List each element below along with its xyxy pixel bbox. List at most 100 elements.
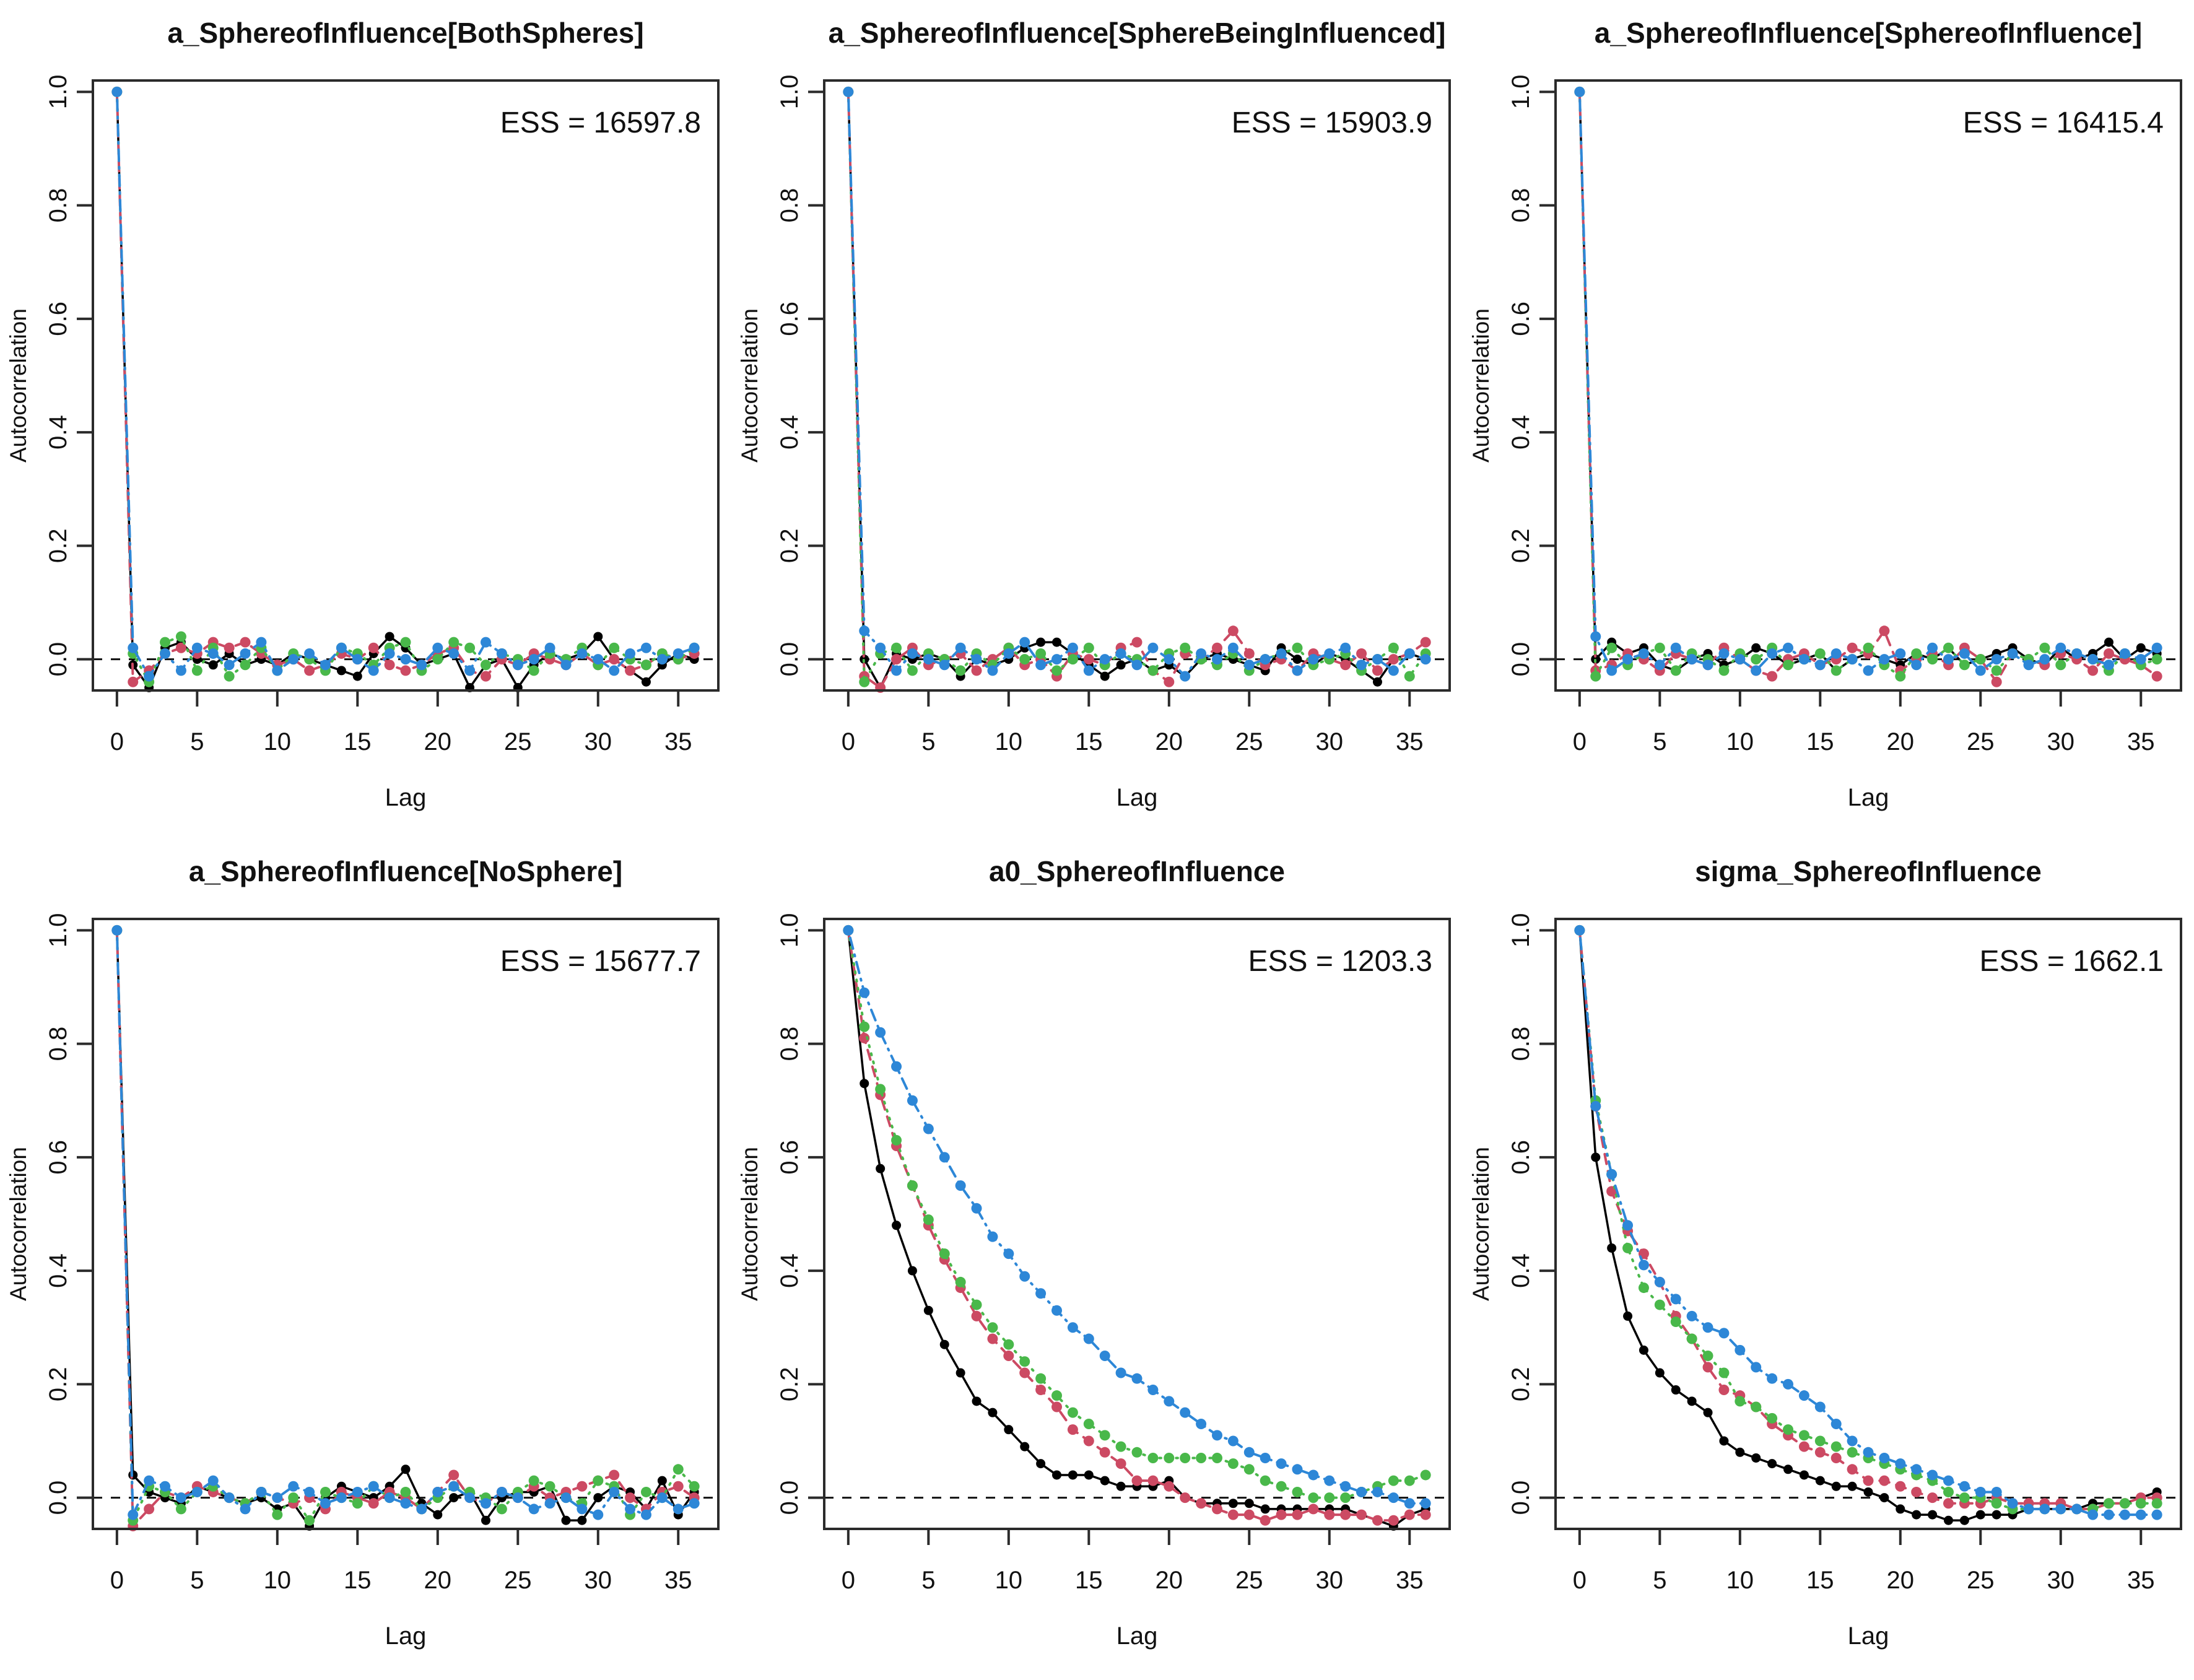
acf-point bbox=[1767, 1373, 1778, 1384]
acf-point bbox=[1083, 642, 1094, 653]
x-tick-label: 35 bbox=[2127, 1567, 2155, 1594]
acf-point bbox=[2071, 648, 2083, 659]
acf-point bbox=[971, 1299, 982, 1310]
plot-box bbox=[823, 918, 1451, 1530]
acf-point bbox=[128, 676, 139, 687]
x-tick-label: 0 bbox=[1573, 728, 1587, 755]
acf-point bbox=[1574, 86, 1585, 97]
acf-point bbox=[1591, 1152, 1601, 1162]
x-tick-label: 30 bbox=[1316, 728, 1344, 755]
acf-point bbox=[859, 625, 870, 637]
acf-point bbox=[560, 659, 572, 671]
acf-line bbox=[847, 929, 1427, 1499]
y-tick-label: 0.6 bbox=[45, 302, 72, 336]
acf-point bbox=[656, 1492, 668, 1504]
acf-point bbox=[1992, 1510, 2001, 1520]
acf-point bbox=[988, 1408, 998, 1417]
acf-point bbox=[1420, 1469, 1431, 1481]
acf-point bbox=[1147, 642, 1159, 653]
acf-point bbox=[480, 659, 491, 671]
panel-title: a0_SphereofInfluence bbox=[988, 855, 1286, 887]
x-tick-label: 0 bbox=[110, 1567, 124, 1594]
acf-point bbox=[1686, 654, 1697, 665]
acf-point bbox=[1051, 665, 1063, 676]
acf-point bbox=[2151, 1498, 2162, 1509]
acf-point bbox=[907, 665, 918, 676]
acf-point bbox=[175, 665, 186, 676]
acf-point bbox=[1340, 1492, 1351, 1504]
y-tick-label: 0.2 bbox=[45, 1367, 72, 1402]
acf-point bbox=[859, 1021, 870, 1032]
acf-point bbox=[448, 637, 459, 648]
acf-point bbox=[625, 665, 636, 676]
x-tick-label: 30 bbox=[585, 728, 612, 755]
acf-point bbox=[1035, 1373, 1047, 1384]
x-tick-label: 15 bbox=[1806, 1567, 1834, 1594]
acf-points bbox=[111, 925, 700, 1526]
acf-point bbox=[1292, 1464, 1303, 1475]
acf-point bbox=[480, 671, 491, 682]
series-chain-2 bbox=[1574, 925, 2162, 1515]
acf-point bbox=[1228, 1499, 1238, 1508]
y-tick-label: 0.6 bbox=[1507, 1140, 1534, 1175]
acf-point bbox=[1991, 1498, 2002, 1509]
acf-point bbox=[528, 665, 539, 676]
acf-point bbox=[955, 1276, 966, 1287]
acf-point bbox=[1718, 665, 1730, 676]
acf-point bbox=[1324, 1509, 1335, 1520]
acf-point bbox=[1260, 1504, 1270, 1514]
acf-point bbox=[288, 1481, 299, 1492]
acf-point bbox=[1670, 642, 1681, 653]
acf-point bbox=[1814, 1447, 1826, 1458]
plot-box bbox=[92, 79, 720, 692]
acf-point bbox=[1751, 1453, 1761, 1463]
acf-point bbox=[2151, 1509, 2162, 1520]
acf-point bbox=[1847, 1464, 1858, 1475]
acf-panel-a0: a0_SphereofInfluence 0 5 10 15 20 25 30 35 0.0 0.… bbox=[731, 838, 1463, 1677]
acf-line bbox=[847, 929, 1427, 1522]
ess-label: ESS = 15903.9 bbox=[1232, 107, 1432, 139]
acf-point bbox=[939, 1248, 950, 1260]
acf-point bbox=[1164, 1481, 1175, 1492]
acf-point bbox=[2087, 654, 2099, 665]
acf-line bbox=[1578, 90, 2159, 684]
acf-point bbox=[1751, 643, 1761, 653]
acf-point bbox=[1340, 1509, 1351, 1520]
acf-point bbox=[2135, 1509, 2146, 1520]
acf-point bbox=[384, 648, 395, 659]
acf-point bbox=[1654, 642, 1665, 653]
acf-point bbox=[1655, 1368, 1665, 1378]
acf-point bbox=[1340, 659, 1351, 671]
acf-line bbox=[1578, 929, 2159, 1517]
acf-point bbox=[843, 86, 854, 97]
acf-points bbox=[1575, 87, 2162, 676]
acf-point bbox=[673, 648, 684, 659]
acf-point bbox=[1099, 654, 1110, 665]
acf-point bbox=[304, 648, 315, 659]
acf-point bbox=[433, 1510, 443, 1520]
acf-point bbox=[1975, 1486, 1986, 1497]
acf-point bbox=[481, 1515, 490, 1525]
acf-point bbox=[1767, 648, 1778, 659]
x-tick-label: 15 bbox=[344, 728, 372, 755]
acf-point bbox=[1607, 1243, 1617, 1253]
acf-point bbox=[240, 659, 251, 671]
y-tick-label: 0.0 bbox=[45, 1481, 72, 1515]
acf-point bbox=[400, 1486, 411, 1497]
acf-point bbox=[1147, 665, 1159, 676]
acf-point bbox=[1798, 1441, 1809, 1452]
x-tick-label: 10 bbox=[264, 728, 292, 755]
series-chain-3 bbox=[843, 86, 1431, 687]
series-chain-1 bbox=[1575, 925, 2162, 1525]
y-tick-label: 0.0 bbox=[1507, 642, 1534, 677]
acf-point bbox=[128, 642, 139, 653]
acf-point bbox=[1051, 654, 1063, 665]
acf-point bbox=[1051, 1305, 1063, 1316]
acf-point bbox=[2151, 642, 2162, 653]
acf-point bbox=[1067, 1424, 1078, 1435]
acf-point bbox=[1879, 1475, 1890, 1486]
acf-line bbox=[115, 929, 696, 1523]
acf-points bbox=[1574, 86, 2162, 676]
acf-point bbox=[1783, 1465, 1793, 1474]
